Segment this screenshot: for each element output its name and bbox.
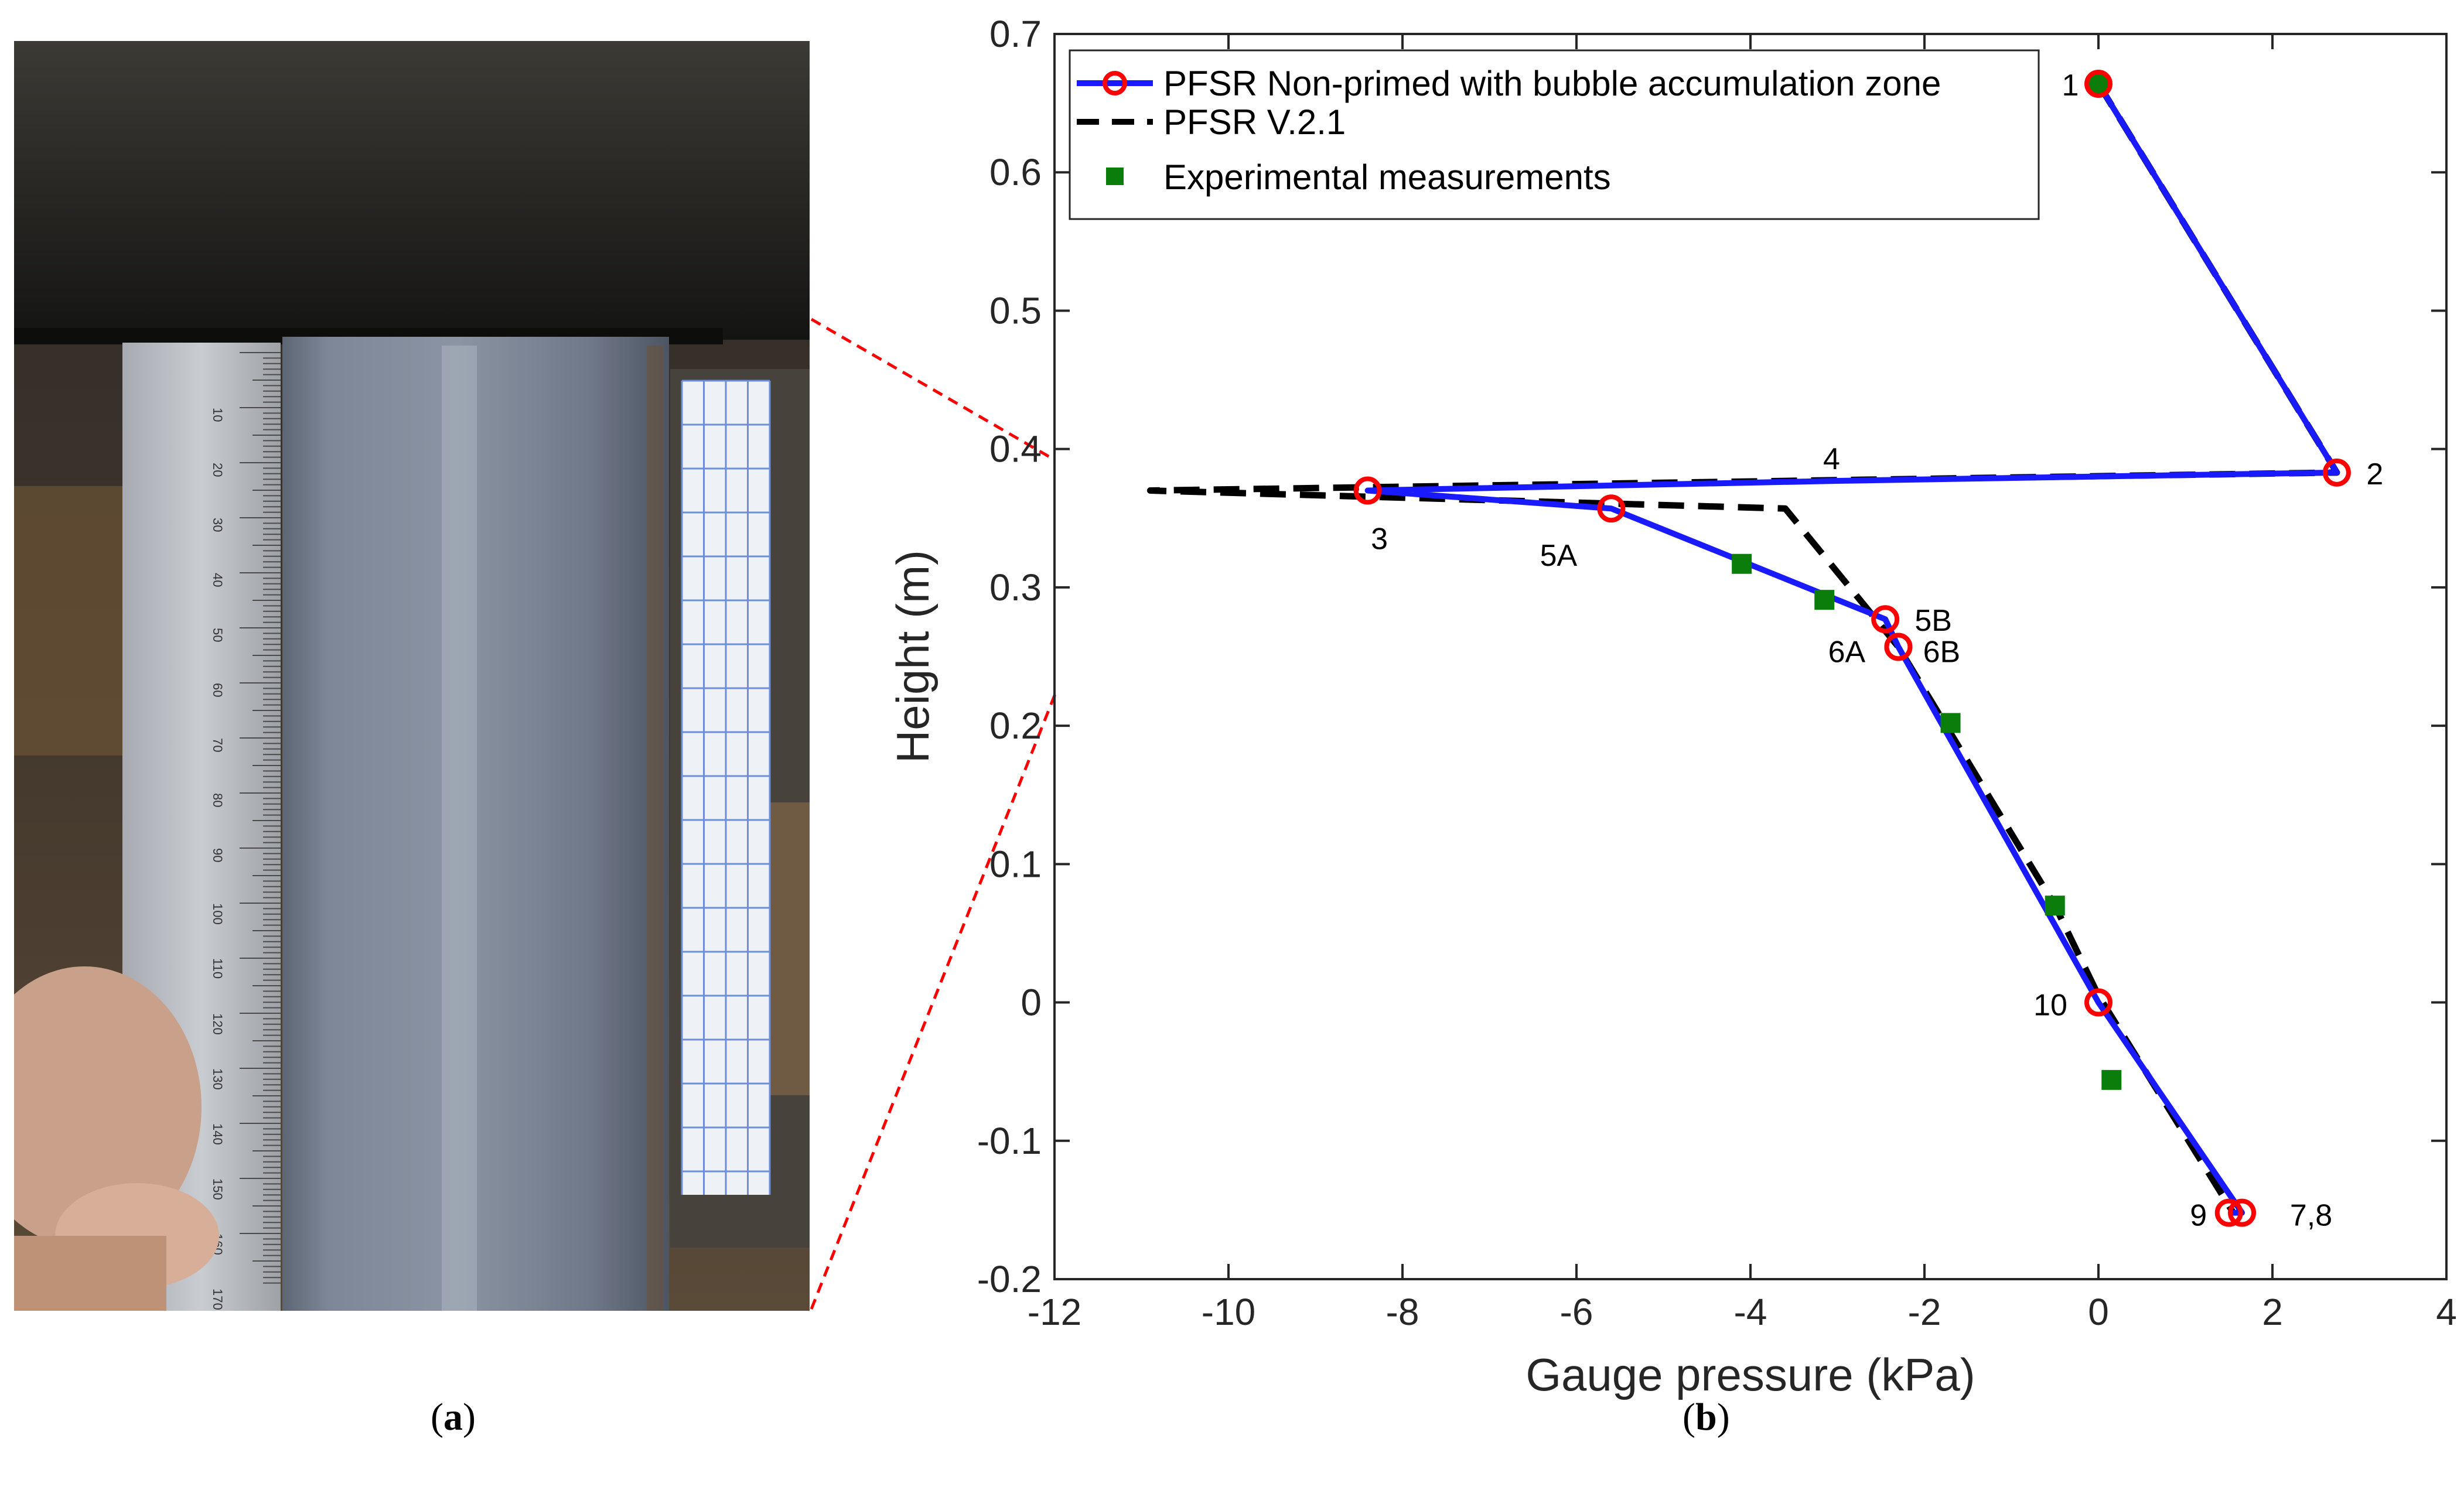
point-annotation: 1: [2062, 69, 2079, 102]
non-primed-point-marker: [1871, 605, 1900, 634]
ruler-label: 80: [210, 793, 225, 807]
background-box: [14, 486, 131, 756]
non-primed-point-marker: [2322, 458, 2351, 487]
point-annotation: 4: [1823, 442, 1840, 476]
ruler-label: 20: [210, 463, 225, 477]
point-annotation: 9: [2190, 1199, 2207, 1233]
y-tick-label: 0.5: [989, 289, 1042, 332]
y-tick-label: 0.3: [989, 566, 1042, 609]
x-tick-label: 0: [2088, 1291, 2109, 1333]
y-tick-label: 0.1: [989, 843, 1042, 885]
x-axis-label: Gauge pressure (kPa): [1526, 1349, 1975, 1400]
x-axis-ticks: -12 -10 -8 -6 -4 -2 0 2 4: [1028, 34, 2457, 1333]
y-tick-label: 0.7: [989, 13, 1042, 55]
hand-thumb: [14, 966, 202, 1248]
tube-edge-rust: [647, 346, 663, 1311]
ruler-label: 130: [210, 1068, 225, 1090]
experimental-point: [1732, 553, 1752, 574]
ruler-ticks: [240, 352, 281, 1284]
caption-a-letter: a: [443, 1396, 463, 1438]
point-annotation: 6A: [1828, 635, 1866, 669]
y-axis-label: Height (m): [887, 550, 938, 763]
experiment-photo: 10 20 30 40 50 60 70 80 90 100 110 120 1…: [14, 41, 810, 1311]
caption-b-letter: b: [1695, 1396, 1717, 1438]
experimental-point: [2101, 1069, 2122, 1090]
ruler-label: 170: [210, 1289, 225, 1310]
caption-a: (a): [431, 1396, 476, 1438]
ruler-label: 50: [210, 628, 225, 642]
experimental-point: [2045, 896, 2065, 916]
grid-paper-lines: [681, 380, 771, 1195]
axes-box: [1053, 33, 2448, 1280]
point-annotation: 5B: [1914, 604, 1952, 638]
non-primed-point-marker: [1884, 633, 1913, 661]
point-annotation: 3: [1371, 522, 1388, 556]
series-pfsr-v21-dashed-line: [1146, 82, 2340, 1215]
point-annotation: 6B: [1923, 635, 1961, 669]
experimental-point: [1940, 713, 1961, 733]
point-annotation: 7,8: [2290, 1199, 2332, 1233]
caption-b: (b): [1683, 1396, 1730, 1438]
point-annotation: 10: [2033, 989, 2067, 1023]
non-primed-point-marker: [2084, 70, 2113, 98]
tube-highlight: [442, 346, 477, 1311]
x-tick-label: -6: [1560, 1291, 1593, 1333]
x-tick-label: 4: [2436, 1291, 2457, 1333]
experimental-point: [1814, 590, 1835, 610]
y-tick-label: -0.2: [977, 1258, 1042, 1300]
clear-tube: [282, 337, 669, 1311]
ruler-label: 60: [210, 683, 225, 697]
non-primed-point-marker: [1597, 494, 1626, 523]
ruler-label: 40: [210, 573, 225, 587]
ruler-label: 100: [210, 903, 225, 925]
ruler-label: 150: [210, 1178, 225, 1200]
point-annotation: 5A: [1540, 539, 1578, 573]
ruler-label: 30: [210, 518, 225, 532]
x-tick-label: -10: [1202, 1291, 1256, 1333]
y-tick-label: 0.6: [989, 151, 1042, 193]
ruler-label: 120: [210, 1013, 225, 1035]
hand-palm: [14, 1236, 166, 1311]
ruler-label: 10: [210, 408, 225, 422]
acrylic-top-block: [14, 41, 810, 340]
non-primed-point-marker: [2084, 988, 2113, 1017]
y-tick-label: 0: [1021, 982, 1042, 1024]
photo-panel-a: 10 20 30 40 50 60 70 80 90 100 110 120 1…: [14, 41, 810, 1311]
ruler-label: 140: [210, 1123, 225, 1145]
y-tick-label: 0.2: [989, 705, 1042, 747]
ruler-labels: 10 20 30 40 50 60 70 80 90 100 110 120 1…: [210, 408, 225, 1310]
non-primed-point-marker: [1353, 476, 1382, 505]
y-tick-label: 0.4: [989, 428, 1042, 470]
x-tick-label: -2: [1908, 1291, 1941, 1333]
ruler-label: 90: [210, 848, 225, 862]
y-axis-ticks: -0.2 -0.1 0 0.1 0.2 0.3 0.4 0.5 0.6 0.7: [977, 13, 2446, 1300]
legend-label-series-2: PFSR V.2.1: [1163, 102, 1346, 142]
x-tick-label: -8: [1386, 1291, 1419, 1333]
non-primed-point-marker: [2228, 1198, 2257, 1227]
ruler-label: 110: [210, 958, 225, 979]
x-tick-label: -12: [1028, 1291, 1082, 1333]
legend-label-series-1: PFSR Non-primed with bubble accumulation…: [1163, 64, 1941, 103]
plot-area: -12 -10 -8 -6 -4 -2 0 2 4 -0.2 -0.1 0 0.1 0.2 0.3 0.4 0…: [887, 13, 2457, 1400]
x-tick-label: -4: [1734, 1291, 1767, 1333]
point-annotation: 2: [2366, 457, 2383, 491]
legend-box: [1069, 49, 2040, 220]
non-primed-point-marker: [2214, 1198, 2243, 1227]
legend: PFSR Non-primed with bubble accumulation…: [1069, 49, 2040, 220]
annotation-layer: 1 2 4 3 5A 5B 6A 6B 10 9 7,8: [1371, 69, 2383, 1233]
x-tick-label: 2: [2262, 1291, 2283, 1333]
series-layer: [1146, 70, 2351, 1227]
y-tick-label: -0.1: [977, 1120, 1042, 1162]
legend-swatch-square: [1106, 168, 1124, 185]
legend-label-series-3: Experimental measurements: [1163, 158, 1611, 197]
ruler-label: 70: [210, 738, 225, 752]
legend-swatch-circle: [1103, 71, 1127, 95]
